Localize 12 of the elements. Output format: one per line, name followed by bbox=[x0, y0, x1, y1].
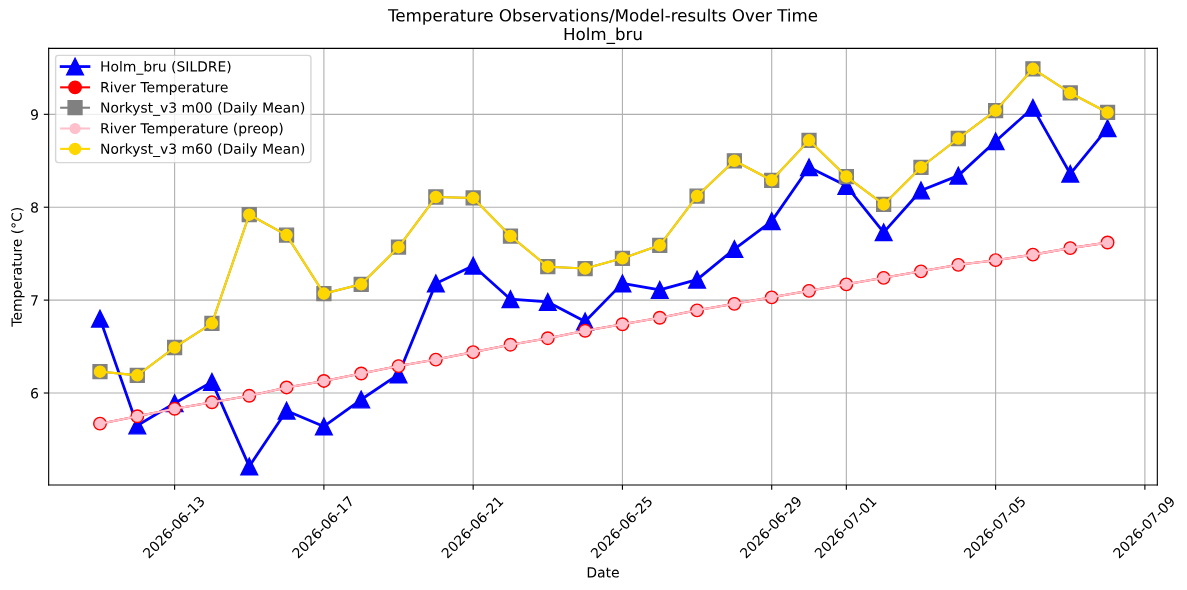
legend-label: Holm_bru (SILDRE) bbox=[101, 60, 231, 75]
chart-title: Temperature Observations/Model-results Over Time Holm_bru bbox=[387, 8, 818, 44]
legend-label: Norkyst_v3 m60 (Daily Mean) bbox=[101, 143, 305, 158]
y-tick-label: 7 bbox=[31, 295, 38, 306]
y-axis-title: Temperature (°C) bbox=[11, 207, 25, 327]
legend-label: River Temperature (preop) bbox=[101, 122, 283, 137]
legend-label: River Temperature bbox=[101, 81, 228, 96]
y-tick-label: 9 bbox=[30, 109, 38, 120]
y-tick-label: 6 bbox=[31, 387, 39, 399]
legend-label: Norkyst_v3 m00 (Daily Mean) bbox=[101, 102, 305, 116]
y-tick-label: 8 bbox=[31, 202, 38, 213]
x-axis-title: Date bbox=[587, 567, 619, 578]
